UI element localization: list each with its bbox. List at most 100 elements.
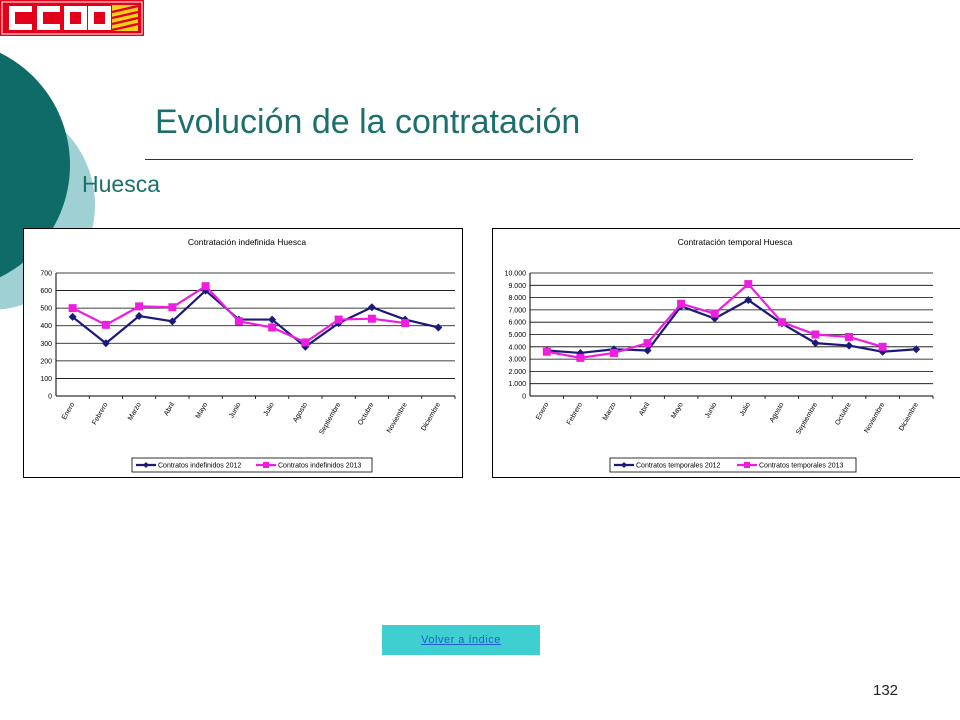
data-point	[367, 314, 376, 323]
y-tick-label: 5.000	[508, 332, 526, 339]
back-to-index-button[interactable]: Volver a índice	[382, 625, 540, 655]
legend-label: Contratos temporales 2012	[636, 463, 721, 470]
data-point	[912, 345, 921, 354]
x-tick-label: Marzo	[127, 401, 143, 421]
x-tick-label: Agosto	[769, 401, 786, 423]
legend-box	[609, 457, 857, 473]
data-point	[135, 312, 144, 321]
x-tick-label: Septiembre	[318, 401, 342, 436]
legend-marker	[143, 462, 149, 468]
series-line	[546, 298, 917, 355]
legend-label: Contratos indefinidos 2013	[278, 463, 361, 470]
data-point	[434, 323, 443, 332]
y-tick-label: 4.000	[508, 344, 526, 351]
data-point	[268, 323, 277, 332]
data-point	[68, 312, 77, 321]
y-tick-label: 0	[48, 394, 52, 401]
x-tick-label: Noviembre	[386, 401, 409, 434]
data-point	[845, 341, 854, 350]
page-title: Evolución de la contratación	[155, 103, 581, 141]
data-point	[643, 339, 652, 348]
y-tick-label: 10.000	[505, 271, 527, 278]
chart-indefinida-svg: Contratación indefinida Huesca 0 100 200 300…	[40, 237, 456, 473]
y-tick-label: 8.000	[508, 295, 526, 302]
data-point	[401, 319, 410, 328]
legend-marker	[621, 462, 627, 468]
x-tick-label: Agosto	[292, 401, 309, 423]
data-point	[301, 338, 310, 347]
data-point	[744, 280, 753, 289]
data-point	[542, 347, 551, 356]
y-tick-label: 300	[40, 341, 52, 348]
data-point	[301, 342, 310, 351]
data-point	[878, 342, 887, 351]
data-point	[101, 320, 110, 329]
dark-teal-arc	[0, 52, 70, 278]
x-tick-label: Julio	[739, 401, 752, 417]
data-point	[609, 348, 618, 357]
series-line	[71, 289, 439, 349]
data-point	[68, 304, 77, 313]
y-tick-label: 7.000	[508, 307, 526, 314]
legend-label: Contratos temporales 2013	[759, 463, 844, 470]
y-tick-label: 9.000	[508, 283, 526, 290]
x-tick-label: Diciembre	[898, 401, 920, 432]
x-tick-label: Marzo	[602, 401, 618, 421]
x-tick-label: Octubre	[357, 401, 376, 426]
data-point	[576, 353, 585, 362]
x-tick-label: Julio	[263, 401, 276, 417]
data-point	[101, 339, 110, 348]
chart-title: Contratación indefinida Huesca	[188, 237, 306, 247]
y-tick-label: 3.000	[508, 357, 526, 364]
y-tick-label: 400	[40, 323, 52, 330]
x-tick-label: Febrero	[91, 401, 109, 426]
x-tick-label: Noviembre	[863, 401, 886, 434]
legend-label: Contratos indefinidos 2012	[158, 463, 241, 470]
ccoo-logo	[0, 0, 144, 36]
chart-temporal: Contratación temporal Huesca 0 1.000 2.000 3…	[492, 228, 960, 478]
legend-marker	[744, 462, 750, 468]
y-tick-label: 600	[40, 288, 52, 295]
title-divider	[145, 159, 913, 160]
chart-temporal-svg: Contratación temporal Huesca 0 1.000 2.000 3…	[505, 237, 934, 473]
data-point	[334, 315, 343, 324]
data-point	[811, 330, 820, 339]
data-point	[268, 315, 277, 324]
y-tick-label: 0	[522, 394, 526, 401]
x-tick-label: Octubre	[834, 401, 853, 426]
y-tick-label: 1.000	[508, 381, 526, 388]
y-tick-label: 500	[40, 306, 52, 313]
y-tick-label: 100	[40, 376, 52, 383]
data-point	[710, 309, 719, 318]
x-tick-label: Diciembre	[420, 401, 442, 432]
legend-marker	[263, 462, 269, 468]
data-point	[168, 303, 177, 312]
legend-box	[131, 457, 373, 473]
data-point	[367, 303, 376, 312]
x-tick-label: Mayo	[670, 401, 685, 419]
data-point	[677, 299, 686, 308]
y-tick-label: 6.000	[508, 320, 526, 327]
x-tick-label: Junio	[228, 401, 242, 419]
x-tick-label: Junio	[704, 401, 718, 419]
page-number: 132	[873, 682, 899, 699]
region-subtitle: Huesca	[82, 171, 160, 197]
data-point	[777, 318, 786, 327]
x-tick-label: Mayo	[195, 401, 210, 419]
x-tick-label: Septiembre	[795, 401, 819, 436]
data-point	[234, 317, 243, 326]
data-point	[576, 348, 585, 357]
chart-title: Contratación temporal Huesca	[678, 237, 793, 247]
data-point	[811, 339, 820, 348]
chart-indefinida: Contratación indefinida Huesca 0 100 200 300…	[23, 228, 463, 478]
data-point	[168, 317, 177, 326]
data-point	[744, 296, 753, 305]
x-tick-label: Abril	[638, 401, 651, 417]
x-tick-label: Enero	[61, 401, 76, 421]
data-point	[201, 282, 210, 291]
x-tick-label: Enero	[535, 401, 550, 421]
y-tick-label: 700	[40, 271, 52, 278]
data-point	[643, 346, 652, 355]
data-point	[845, 332, 854, 341]
y-tick-label: 2.000	[508, 369, 526, 376]
